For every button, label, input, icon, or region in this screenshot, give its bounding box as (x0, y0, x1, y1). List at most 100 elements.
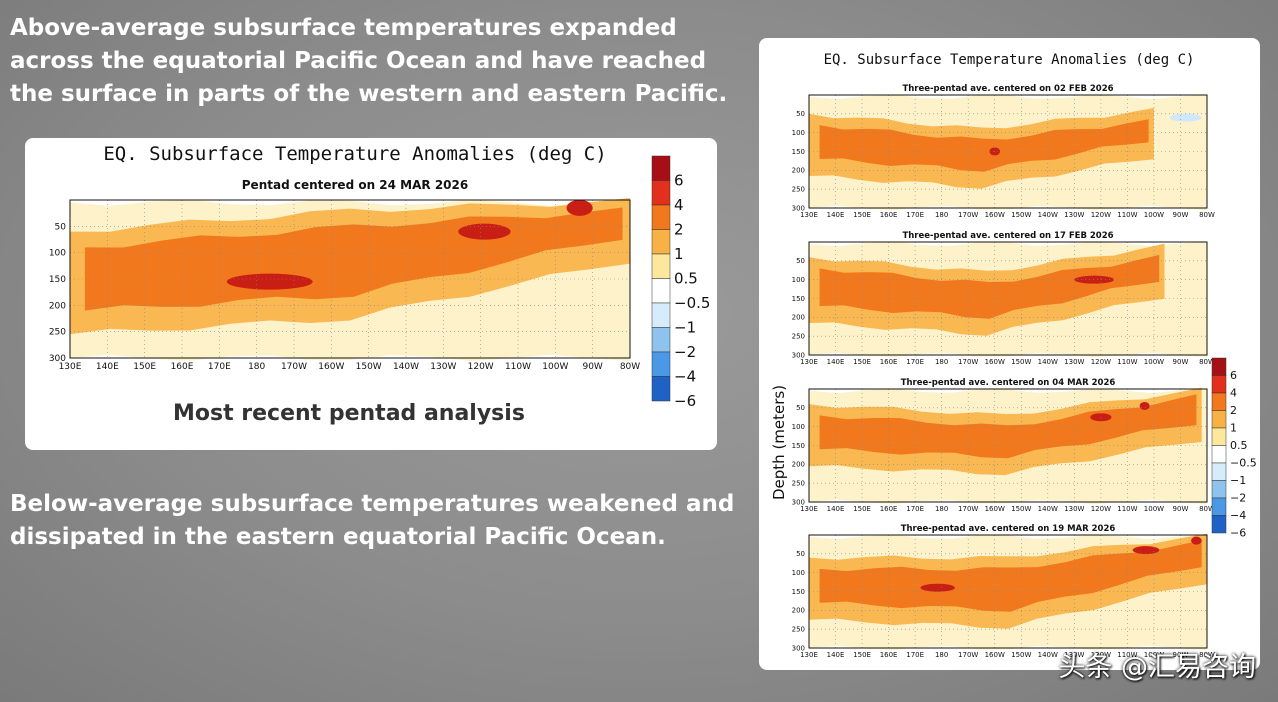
x-tick-label: 130E (800, 651, 818, 659)
x-tick-label: 150E (133, 362, 156, 372)
x-tick-label: 90W (1173, 505, 1189, 513)
source-watermark: 头条 @汇易咨询 (1058, 652, 1256, 683)
x-tick-label: 170W (281, 362, 307, 372)
y-tick-label: 300 (49, 354, 66, 364)
panel-subtitle: Three-pentad ave. centered on 04 MAR 202… (901, 378, 1116, 388)
x-tick-label: 170W (958, 211, 978, 219)
colorbar-label: 6 (1230, 369, 1237, 382)
colorbar-label: 6 (674, 172, 684, 190)
y-tick-label: 100 (792, 276, 805, 284)
x-tick-label: 130E (800, 211, 818, 219)
x-tick-label: 160W (318, 362, 344, 372)
anomaly-4-core (1139, 401, 1150, 410)
colorbar-label: −6 (1230, 527, 1246, 540)
x-tick-label: 120W (1091, 211, 1111, 219)
colorbar-label: 0.5 (674, 270, 698, 288)
x-tick-label: 150W (1011, 651, 1031, 659)
x-tick-label: 160W (985, 211, 1005, 219)
colorbar-label: 2 (674, 221, 684, 239)
y-tick-label: 250 (792, 186, 805, 194)
x-tick-label: 100W (542, 362, 568, 372)
x-tick-label: 80W (1199, 358, 1215, 366)
x-tick-label: 150W (1011, 211, 1031, 219)
y-tick-label: 50 (796, 550, 805, 558)
heatmap-plot: 130E 140E 150E 160E 170E 180 170W 160W 150W 140W 1… (49, 198, 640, 372)
x-tick-label: 140W (1038, 211, 1058, 219)
colorbar-swatch (1211, 427, 1227, 446)
history-title: EQ. Subsurface Temperature Anomalies (de… (823, 52, 1195, 68)
headline-top: Above-average subsurface temperatures ex… (10, 15, 728, 107)
y-tick-label: 200 (792, 167, 805, 175)
y-tick-label: 150 (792, 148, 805, 156)
main-chart-panel: EQ. Subsurface Temperature Anomalies (de… (25, 138, 717, 450)
colorbar-label: −4 (674, 368, 696, 386)
x-tick-label: 130E (800, 505, 818, 513)
main-heatmap: 130E 140E 150E 160E 170E 180 170W 160W 150W 140W 1… (49, 155, 710, 410)
plot-frame (69, 199, 631, 359)
x-tick-label: 110W (1117, 358, 1137, 366)
x-tick-label: 170W (958, 651, 978, 659)
colorbar-label: 4 (674, 196, 684, 214)
x-tick-label: 170E (208, 362, 231, 372)
y-tick-label: 150 (792, 588, 805, 596)
x-tick-label: 90W (582, 362, 602, 372)
x-tick-label: 90W (1173, 651, 1189, 659)
colorbar-swatch (651, 155, 671, 181)
x-tick-label: 160W (985, 505, 1005, 513)
colorbar-swatch (1211, 410, 1227, 429)
y-tick-label: 150 (792, 295, 805, 303)
anomaly-2-region (819, 119, 1149, 172)
y-tick-label: 200 (792, 314, 805, 322)
plot-frame (808, 388, 1208, 503)
y-tick-label: 250 (792, 333, 805, 341)
y-tick-label: 100 (49, 249, 66, 259)
colorbar-swatch (651, 278, 671, 304)
heatmap-plot: 130E 140E 150E 160E 170E 180 170W 160W 150W 140W 1… (792, 524, 1215, 659)
y-tick-label: 100 (792, 129, 805, 137)
y-tick-label: 250 (49, 328, 66, 338)
colorbar-swatch (651, 351, 671, 377)
main-chart-title: EQ. Subsurface Temperature Anomalies (de… (103, 143, 607, 165)
x-tick-label: 140E (827, 211, 845, 219)
x-tick-label: 130W (1064, 651, 1084, 659)
x-tick-label: 180 (935, 651, 948, 659)
x-tick-label: 150E (853, 211, 871, 219)
colorbar-label: 1 (674, 245, 684, 263)
colorbar-swatch (1211, 445, 1227, 464)
y-tick-label: 300 (792, 644, 805, 652)
colorbar: 6 4 2 1 0.5 −0.5 −1 −2 −4 −6 (1211, 357, 1257, 540)
colorbar-label: 1 (1230, 422, 1237, 435)
x-tick-label: 120W (1091, 651, 1111, 659)
colorbar-swatch (651, 327, 671, 353)
colorbar-swatch (651, 180, 671, 206)
x-tick-label: 170W (958, 358, 978, 366)
x-tick-label: 140E (827, 651, 845, 659)
colorbar-swatch (1211, 392, 1227, 411)
history-panel: EQ. Subsurface Temperature Anomalies (de… (759, 38, 1260, 670)
x-tick-label: 130E (59, 362, 82, 372)
anomaly-4-core (226, 273, 313, 290)
x-tick-label: 160E (880, 505, 898, 513)
x-tick-label: 150W (1011, 505, 1031, 513)
colorbar-label: −1 (674, 319, 696, 337)
x-tick-label: 140W (393, 362, 419, 372)
x-tick-label: 150E (853, 651, 871, 659)
colorbar-label: −1 (1230, 474, 1246, 487)
x-tick-label: 80W (1199, 505, 1215, 513)
anomaly-4-core (458, 223, 511, 240)
main-chart-subtitle: Pentad centered on 24 MAR 2026 (241, 178, 469, 192)
x-tick-label: 80W (1199, 651, 1215, 659)
y-tick-label: 250 (792, 626, 805, 634)
x-tick-label: 120W (1091, 358, 1111, 366)
headline-bottom: Below-average subsurface temperatures we… (10, 491, 735, 550)
anomaly-4-core (566, 199, 593, 216)
x-tick-label: 100W (1144, 505, 1164, 513)
anomaly-4-core (1191, 536, 1202, 545)
x-tick-label: 100W (1144, 211, 1164, 219)
colorbar-swatch (1211, 375, 1227, 394)
x-tick-label: 140E (827, 358, 845, 366)
y-tick-label: 250 (792, 480, 805, 488)
x-tick-label: 110W (1117, 505, 1137, 513)
colorbar-swatch (651, 253, 671, 279)
x-tick-label: 160E (880, 358, 898, 366)
